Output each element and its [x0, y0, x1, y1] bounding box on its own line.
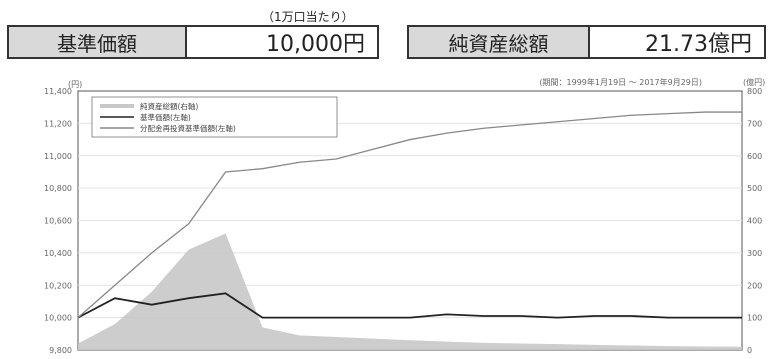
- period-label: (期間：1999年1月19日 〜 2017年9月29日): [539, 77, 702, 87]
- series-area-net-assets: [78, 233, 742, 350]
- assets-label: 純資産総額: [409, 27, 590, 57]
- y-right-unit: (億円): [743, 77, 765, 87]
- y-left-tick-label: 10,800: [44, 184, 72, 193]
- y-right-tick-label: 100: [747, 314, 762, 323]
- y-right-tick-label: 500: [747, 184, 762, 193]
- series-line-1: [77, 292, 742, 319]
- assets-box: 純資産総額 21.73億円: [407, 25, 766, 59]
- nav-value: 10,000円: [187, 27, 377, 57]
- fund-performance-chart: 11,400 800 11,200 700 11,000 600 10,800 500 10,6…: [44, 77, 765, 355]
- y-left-tick-label: 10,600: [44, 217, 72, 226]
- y-left-tick-label: 9,800: [49, 346, 72, 355]
- legend-entry: 分配金再投資基準価額(左軸): [140, 123, 236, 133]
- y-right-tick-label: 400: [747, 217, 762, 226]
- series-line-2: [77, 111, 742, 319]
- y-right-tick-label: 800: [747, 87, 762, 96]
- y-right-tick-label: 300: [747, 249, 762, 258]
- y-left-tick-label: 10,200: [44, 281, 72, 290]
- y-left-tick-label: 11,000: [44, 152, 72, 161]
- y-left-tick-label: 11,200: [44, 119, 72, 128]
- y-left-tick-label: 10,000: [44, 314, 72, 323]
- y-right-tick-label: 600: [747, 152, 762, 161]
- y-right-tick-label: 700: [747, 119, 762, 128]
- nav-box: 基準価額 10,000円: [7, 25, 379, 59]
- y-right-tick-label: 0: [747, 346, 752, 355]
- y-left-unit: (円): [68, 80, 82, 89]
- unit-note: （1万口当たり）: [262, 10, 354, 24]
- legend-entry: 基準価額(左軸): [140, 112, 191, 122]
- y-left-tick-label: 11,400: [44, 87, 72, 96]
- y-left-tick-label: 10,400: [44, 249, 72, 258]
- nav-label: 基準価額: [9, 27, 187, 57]
- legend-entry: 純資産総額(右軸): [140, 101, 198, 111]
- y-right-tick-label: 200: [747, 281, 762, 290]
- assets-value: 21.73億円: [589, 27, 764, 57]
